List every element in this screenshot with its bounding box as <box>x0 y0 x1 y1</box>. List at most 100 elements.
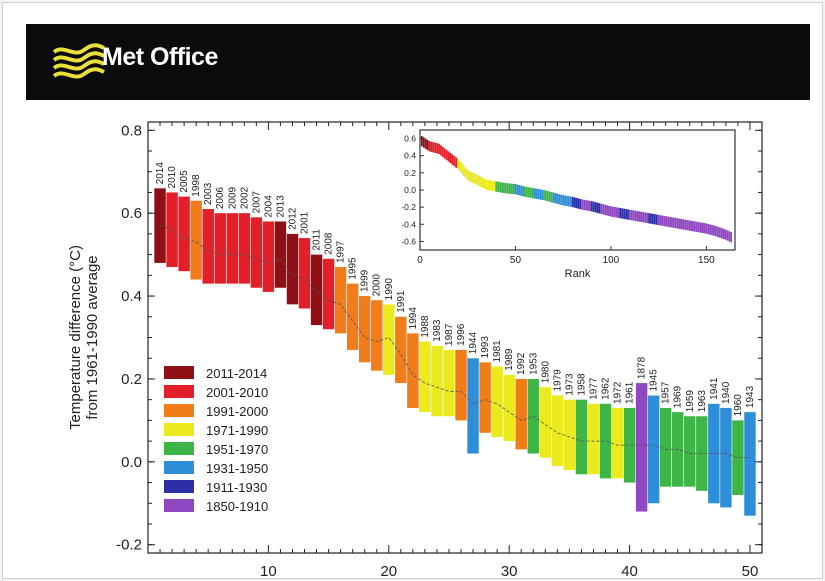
y-tick-label: 0.2 <box>121 371 142 388</box>
inset-bar <box>726 230 729 241</box>
year-label: 1990 <box>384 278 395 301</box>
range-bar <box>310 254 323 326</box>
inset-bar <box>548 191 551 202</box>
range-bar <box>262 221 275 292</box>
inset-x-tick-label: 150 <box>698 255 715 266</box>
inset-bar <box>529 187 532 198</box>
inset-bar <box>646 212 649 224</box>
inset-bar <box>441 146 444 158</box>
inset-bar <box>627 209 629 220</box>
year-label: 1983 <box>432 319 443 342</box>
inset-bar <box>697 222 700 233</box>
inset-bar <box>560 194 563 205</box>
inset-bar <box>550 192 553 203</box>
inset-bar <box>535 188 538 199</box>
inset-bar <box>426 139 429 151</box>
inset-bar <box>634 210 637 222</box>
legend-swatch <box>164 366 194 379</box>
range-bar <box>599 403 612 479</box>
inset-bar <box>684 219 687 230</box>
inset-bar <box>495 181 498 192</box>
range-bar <box>551 395 564 466</box>
year-label: 1989 <box>504 348 515 371</box>
inset-bar <box>556 193 559 204</box>
inset-bar <box>688 220 691 231</box>
inset-bar <box>434 142 437 153</box>
inset-bar <box>722 228 725 240</box>
inset-bar <box>615 207 618 218</box>
inset-bar <box>508 183 511 194</box>
inset-bar <box>590 201 593 212</box>
year-label: 2005 <box>179 170 190 193</box>
inset-bar <box>449 152 452 164</box>
range-bar <box>226 213 238 284</box>
inset-bar <box>686 220 689 231</box>
inset-bar <box>516 184 519 195</box>
year-label: 2012 <box>287 207 298 230</box>
y-tick-label: 0.6 <box>121 205 142 222</box>
range-bar <box>334 267 347 334</box>
inset-bar <box>587 200 589 211</box>
range-bar <box>479 362 491 433</box>
range-bar <box>238 213 251 284</box>
inset-bar <box>573 197 576 208</box>
inset-bar <box>474 173 477 184</box>
inset-y-tick-label: -0.6 <box>401 236 416 246</box>
inset-bar <box>430 141 433 152</box>
range-bar <box>611 407 624 479</box>
met-office-banner <box>26 24 810 100</box>
year-label: 1981 <box>492 340 503 363</box>
inset-bar <box>636 211 639 222</box>
inset-bar <box>648 213 650 224</box>
inset-y-tick-label: 0.6 <box>404 134 416 144</box>
range-bar <box>322 258 335 330</box>
legend-swatch <box>164 461 194 474</box>
inset-x-tick-label: 0 <box>417 255 423 266</box>
inset-bar <box>443 148 446 159</box>
inset-bar <box>527 187 530 198</box>
inset-bar <box>558 194 561 205</box>
legend-label: 1911-1930 <box>206 480 267 495</box>
inset-x-tick-label: 100 <box>603 255 620 266</box>
inset-bar <box>497 181 500 193</box>
inset-bar <box>638 211 641 222</box>
inset-bar <box>476 174 479 185</box>
range-bar <box>659 407 672 487</box>
year-label: 1957 <box>661 381 672 404</box>
x-tick-label: 30 <box>501 563 518 580</box>
range-bar <box>443 349 455 417</box>
inset-bar <box>504 183 507 194</box>
inset-bar <box>545 190 547 201</box>
inset-bar <box>678 218 681 229</box>
range-bar <box>684 416 696 487</box>
range-bar <box>708 403 720 504</box>
range-bar <box>587 403 600 475</box>
year-label: 2004 <box>263 195 274 218</box>
year-label: 2007 <box>251 191 262 214</box>
inset-bar <box>459 161 461 172</box>
year-label: 1961 <box>625 381 636 404</box>
inset-bar <box>594 202 597 213</box>
inset-bar <box>569 196 572 207</box>
range-bar <box>371 300 383 371</box>
inset-bar <box>709 224 712 235</box>
inset-bar <box>703 223 706 234</box>
inset-bar <box>428 141 431 152</box>
inset-bar <box>462 165 465 177</box>
year-label: 2001 <box>300 211 311 234</box>
inset-bar <box>592 201 595 212</box>
year-label: 2010 <box>167 166 178 189</box>
inset-bar <box>455 157 458 168</box>
x-tick-label: 40 <box>621 563 638 580</box>
inset-bar <box>424 138 427 149</box>
year-label: 2002 <box>239 186 250 209</box>
inset-bar <box>600 203 603 214</box>
inset-bar <box>478 175 481 186</box>
year-label: 1991 <box>396 290 407 313</box>
inset-bar <box>482 177 484 188</box>
range-bar <box>744 412 756 516</box>
year-label: 1943 <box>745 385 756 408</box>
legend-label: 1991-2000 <box>206 404 268 419</box>
inset-bar <box>554 193 557 204</box>
x-tick-label: 50 <box>742 563 759 580</box>
